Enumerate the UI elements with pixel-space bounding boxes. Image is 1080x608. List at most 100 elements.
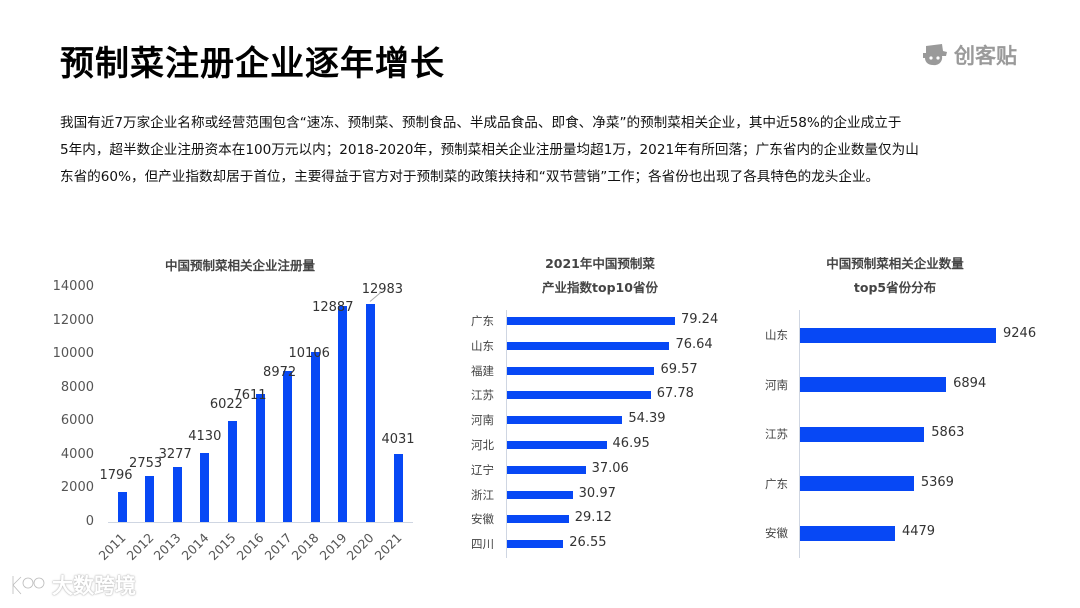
bar-value-label: 3277	[158, 446, 192, 462]
bar	[507, 341, 670, 350]
category-label: 江苏	[765, 427, 788, 441]
bar	[338, 305, 348, 522]
category-label: 广东	[471, 314, 494, 328]
x-tick-label: 2011	[95, 530, 129, 564]
bar-value-label: 5369	[920, 474, 954, 490]
y-axis-line	[506, 310, 507, 558]
category-label: 安徽	[765, 526, 788, 540]
y-tick-label: 12000	[52, 312, 94, 328]
category-label: 广东	[765, 476, 788, 491]
chart-title: 中国预制菜相关企业注册量	[164, 258, 315, 273]
description-line: 东省的60%，但产业指数却居于首位，主要得益于官方对于预制菜的政策扶持和“双节营…	[60, 169, 880, 185]
x-tick-label: 2021	[371, 530, 405, 564]
bar	[117, 491, 127, 522]
bar-value-label: 9246	[1003, 326, 1037, 341]
hat-mascot-icon	[923, 44, 947, 66]
bar	[145, 475, 155, 522]
bar	[507, 366, 655, 375]
bar	[507, 490, 573, 499]
bar-value-label: 8972	[263, 365, 297, 381]
y-tick-label: 2000	[60, 480, 94, 496]
y-tick-label: 8000	[60, 379, 94, 395]
x-tick-label: 2020	[343, 530, 377, 564]
bar-value-label: 46.95	[612, 436, 650, 451]
category-label: 浙江	[471, 487, 494, 502]
category-label: 江苏	[471, 388, 494, 403]
bar-value-label: 76.64	[675, 336, 713, 352]
bar	[800, 476, 914, 491]
bar	[507, 317, 675, 325]
bar	[507, 540, 564, 549]
bar	[800, 525, 895, 541]
bar	[507, 416, 623, 425]
y-tick-label: 14000	[52, 279, 94, 294]
category-label: 河南	[765, 377, 788, 392]
category-label: 河南	[471, 413, 494, 428]
category-label: 山东	[471, 338, 494, 353]
bar	[800, 426, 925, 442]
category-label: 福建	[471, 363, 494, 378]
bar-value-label: 2753	[129, 455, 163, 471]
category-label: 辽宁	[471, 462, 494, 477]
bar	[310, 352, 320, 522]
bar-value-label: 4479	[901, 524, 936, 539]
x-tick-label: 2019	[316, 530, 350, 564]
x-axis-line	[108, 522, 413, 523]
bar	[365, 304, 375, 522]
brand-name: 创客贴	[954, 44, 1017, 68]
bar-value-label: 67.78	[656, 386, 694, 402]
kd-100-logo-icon	[11, 575, 46, 595]
y-tick-label: 0	[85, 514, 94, 529]
category-label: 安徽	[471, 512, 494, 527]
bar-value-label: 5863	[931, 425, 965, 440]
bar-value-label: 10106	[288, 346, 330, 362]
description: 我国有近7万家企业名称或经营范围包含“速冻、预制菜、预制食品、半成品食品、即食、…	[60, 110, 1040, 191]
bar-value-label: 4031	[381, 432, 415, 448]
watermark-text: 大数跨境	[52, 574, 136, 598]
category-label: 河北	[471, 438, 494, 452]
bar	[800, 377, 947, 392]
category-label: 山东	[765, 328, 788, 342]
chart-title: 中国预制菜相关企业数量	[826, 256, 964, 271]
x-tick-label: 2017	[261, 530, 295, 564]
x-tick-label: 2015	[205, 530, 239, 564]
x-tick-label: 2014	[178, 530, 212, 564]
page-title: 预制菜注册企业逐年增长	[60, 44, 445, 84]
bar	[800, 327, 996, 343]
bar-value-label: 1796	[99, 467, 133, 483]
bar	[507, 391, 651, 400]
bar-value-label: 12983	[361, 282, 404, 298]
bar	[393, 454, 403, 522]
bar-value-label: 37.06	[591, 460, 629, 476]
bar-value-label: 30.97	[578, 485, 616, 501]
description-line: 5年内，超半数企业注册资本在100万元以内；2018-2020年，预制菜相关企业…	[60, 142, 919, 158]
bar-value-label: 6894	[953, 375, 987, 391]
y-tick-label: 4000	[60, 446, 94, 462]
bar	[507, 465, 586, 474]
bar-value-label: 79.24	[681, 312, 719, 327]
description-line: 我国有近7万家企业名称或经营范围包含“速冻、预制菜、预制食品、半成品食品、即食、…	[60, 115, 902, 131]
y-tick-label: 6000	[60, 413, 94, 429]
bar	[172, 466, 182, 522]
brand-logo: 创客贴	[922, 40, 1017, 70]
category-label: 四川	[471, 537, 494, 552]
bar-value-label: 29.12	[574, 510, 612, 526]
bar	[200, 452, 210, 522]
y-tick-label: 10000	[52, 346, 94, 362]
x-tick-label: 2018	[288, 530, 322, 564]
bar-value-label: 69.57	[660, 361, 698, 377]
bar-value-label: 7611	[233, 388, 267, 404]
bar-value-label: 4130	[188, 428, 222, 444]
bar-value-label: 12887	[312, 299, 354, 315]
watermark: 大数跨境	[8, 570, 136, 600]
chart-subtitle: 产业指数top10省份	[542, 280, 658, 295]
x-tick-label: 2016	[233, 530, 267, 564]
bar	[227, 420, 237, 522]
chart-title: 2021年中国预制菜	[545, 256, 655, 271]
x-tick-label: 2012	[123, 530, 157, 564]
bar	[255, 394, 265, 522]
x-tick-label: 2013	[150, 530, 184, 564]
bar	[283, 371, 293, 522]
chart-subtitle: top5省份分布	[853, 280, 937, 295]
bar-value-label: 26.55	[569, 535, 607, 551]
